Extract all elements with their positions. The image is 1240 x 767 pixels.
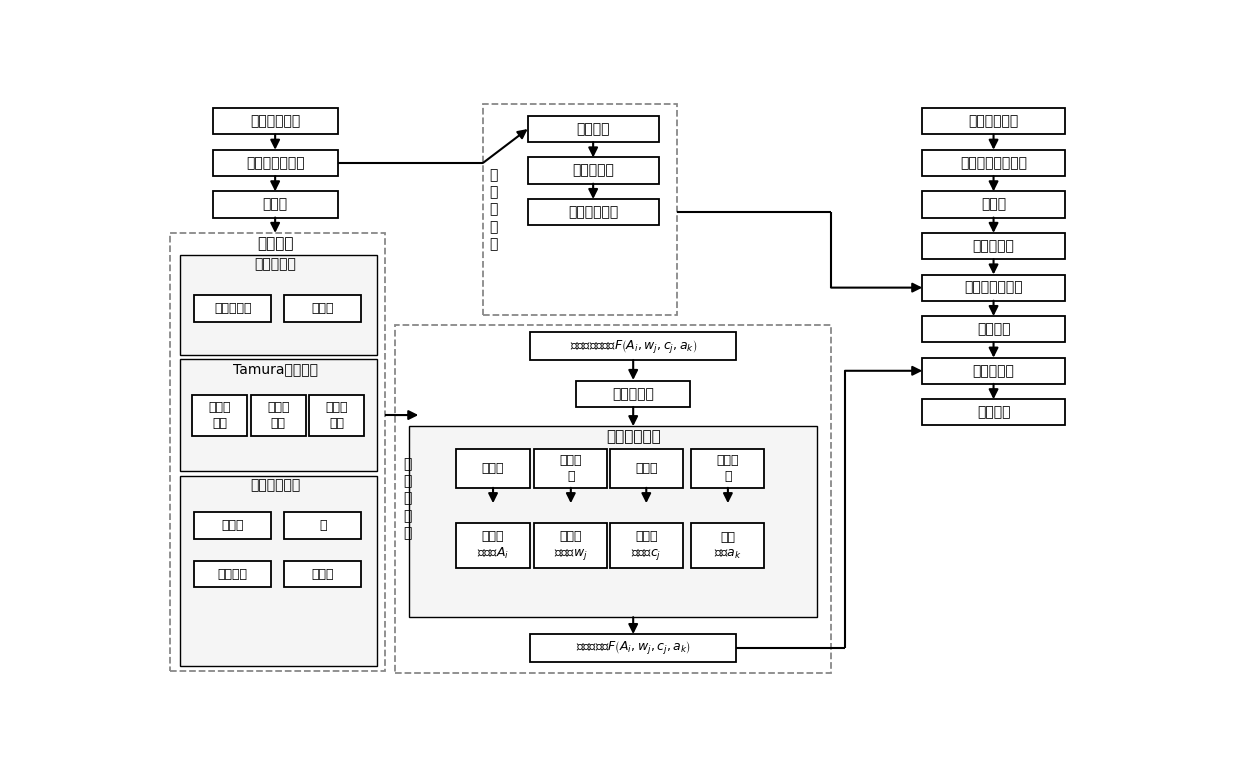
Bar <box>923 150 1065 176</box>
Bar <box>180 359 377 471</box>
Bar <box>610 449 683 488</box>
Text: 学习
参数$a_k$: 学习 参数$a_k$ <box>714 531 742 561</box>
Text: 样本抽取: 样本抽取 <box>577 122 610 136</box>
Bar <box>528 157 658 183</box>
Bar <box>610 523 683 568</box>
Text: 相关性: 相关性 <box>311 568 334 581</box>
Text: 回归算
法: 回归算 法 <box>717 454 739 483</box>
Bar <box>534 449 608 488</box>
Bar <box>195 512 272 538</box>
Bar <box>692 523 765 568</box>
Bar <box>309 395 365 436</box>
Text: 决策树生成: 决策树生成 <box>572 163 614 178</box>
Text: 粗糙度值: 粗糙度值 <box>977 406 1011 420</box>
Bar <box>284 295 361 321</box>
Text: 特征归一化: 特征归一化 <box>613 387 655 401</box>
Text: 散斑图像采集: 散斑图像采集 <box>968 114 1019 128</box>
Bar <box>923 108 1065 134</box>
Text: 灰度共生矩阵: 灰度共生矩阵 <box>250 479 300 492</box>
Text: 随机森林分类器: 随机森林分类器 <box>965 281 1023 295</box>
Bar <box>284 512 361 538</box>
Bar <box>923 275 1065 301</box>
Text: 随机森林生成: 随机森林生成 <box>568 205 619 219</box>
Text: 暗区比: 暗区比 <box>311 302 334 315</box>
Bar <box>923 400 1065 426</box>
Text: Tamura纹理特征: Tamura纹理特征 <box>233 362 317 377</box>
Text: 角二阶矩: 角二阶矩 <box>218 568 248 581</box>
Bar <box>195 561 272 588</box>
Bar <box>213 108 337 134</box>
Text: 空间平均法: 空间平均法 <box>254 258 296 272</box>
Bar <box>484 104 677 315</box>
Bar <box>456 523 529 568</box>
Text: 目标函数优化: 目标函数优化 <box>606 430 661 445</box>
Text: 散斑对比度: 散斑对比度 <box>215 302 252 315</box>
Text: 预处理: 预处理 <box>263 197 288 212</box>
Bar <box>923 357 1065 384</box>
Bar <box>456 449 529 488</box>
Text: 定义粗糙度函数$F\left(A_i,w_j,c_j,a_k\right)$: 定义粗糙度函数$F\left(A_i,w_j,c_j,a_k\right)$ <box>569 337 697 354</box>
Bar <box>528 116 658 142</box>
Text: 熵: 熵 <box>319 519 326 532</box>
Bar <box>192 395 248 436</box>
Text: 互信息
量: 互信息 量 <box>559 454 582 483</box>
Bar <box>923 233 1065 259</box>
Bar <box>284 561 361 588</box>
Text: 散斑图像采集: 散斑图像采集 <box>250 114 300 128</box>
Bar <box>528 199 658 225</box>
Bar <box>692 449 765 488</box>
Bar <box>195 295 272 321</box>
Text: 特征提取: 特征提取 <box>257 236 294 252</box>
Text: 预处理: 预处理 <box>981 197 1006 212</box>
Bar <box>529 332 737 360</box>
Text: 多特征提取: 多特征提取 <box>972 239 1014 253</box>
Bar <box>250 395 306 436</box>
Text: 学习工
艺类别$A_i$: 学习工 艺类别$A_i$ <box>477 530 510 561</box>
Text: 散斑图像测试样本: 散斑图像测试样本 <box>960 156 1027 170</box>
Bar <box>577 380 691 407</box>
Text: 训
练
分
类
器: 训 练 分 类 器 <box>490 168 498 251</box>
Text: 纹理方
向度: 纹理方 向度 <box>325 401 348 430</box>
Text: 工艺类别: 工艺类别 <box>977 322 1011 336</box>
Text: 分类器: 分类器 <box>482 462 505 475</box>
Bar <box>180 476 377 667</box>
Bar <box>409 426 817 617</box>
Bar <box>534 523 608 568</box>
Text: 学习相
关系数$c_j$: 学习相 关系数$c_j$ <box>631 529 661 561</box>
Text: 粗糙度函数$F\left(A_i,w_j,c_j,a_k\right)$: 粗糙度函数$F\left(A_i,w_j,c_j,a_k\right)$ <box>575 640 691 657</box>
Bar <box>213 192 337 218</box>
Text: 散斑图像样本集: 散斑图像样本集 <box>246 156 305 170</box>
Bar <box>170 233 386 671</box>
Bar <box>923 192 1065 218</box>
Text: 纹理对
比度: 纹理对 比度 <box>267 401 289 430</box>
Text: 单调性: 单调性 <box>635 462 657 475</box>
Text: 粗糙度模型: 粗糙度模型 <box>972 364 1014 378</box>
Text: 纹理粗
糙度: 纹理粗 糙度 <box>208 401 231 430</box>
Bar <box>396 324 831 673</box>
Text: 粗
糙
度
学
习: 粗 糙 度 学 习 <box>403 457 412 540</box>
Bar <box>923 316 1065 342</box>
Text: 惯性矩: 惯性矩 <box>222 519 244 532</box>
Bar <box>180 255 377 354</box>
Text: 学习特
征权重$w_j$: 学习特 征权重$w_j$ <box>554 529 588 561</box>
Bar <box>213 150 337 176</box>
Bar <box>529 634 737 662</box>
